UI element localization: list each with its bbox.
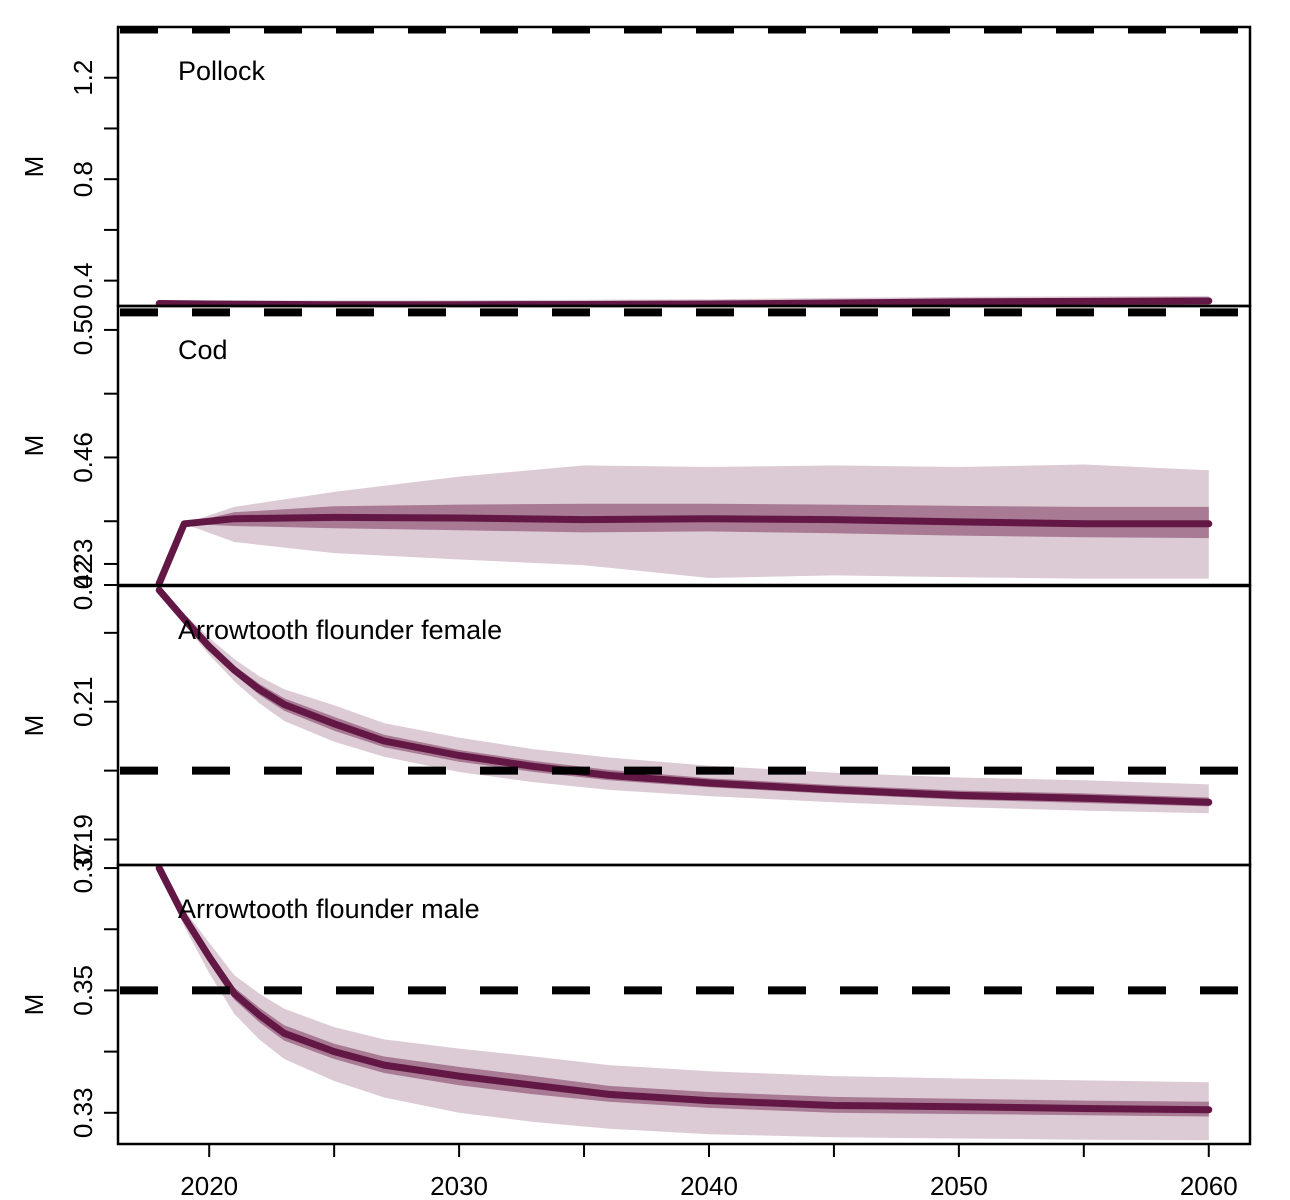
- median-line: [155, 297, 1213, 306]
- y-tick-label: 0.37: [68, 843, 98, 894]
- median-line: [155, 586, 1213, 806]
- y-tick-label: 0.8: [68, 161, 98, 197]
- y-tick-label: 0.35: [68, 965, 98, 1016]
- x-tick-label: 2020: [180, 1171, 238, 1200]
- panels-layer: 0.4 0.8 1.2 M Pollock 0.42 0.46 0.50 M Cod 0.19 0.2…: [19, 25, 1252, 1146]
- panel-frame: [116, 863, 1252, 1146]
- inner-interval-band: [159, 590, 1209, 807]
- panel-label: Arrowtooth flounder male: [178, 894, 480, 924]
- y-axis-title: M: [19, 715, 49, 737]
- panel-3: 0.19 0.21 0.23 M Arrowtooth flounder female: [19, 539, 1252, 867]
- y-tick-label: 0.46: [68, 432, 98, 483]
- panel-frame: [116, 25, 1252, 308]
- x-tick-label: 2050: [930, 1171, 988, 1200]
- y-axis-title: M: [19, 435, 49, 457]
- median-line: [155, 513, 1213, 585]
- panel-label: Pollock: [178, 56, 266, 86]
- x-tick-label: 2040: [680, 1171, 738, 1200]
- panel-label: Cod: [178, 335, 228, 365]
- panel-2: 0.42 0.46 0.50 M Cod: [19, 305, 1252, 611]
- plot-area: [118, 308, 1250, 585]
- x-tick-label: 2030: [430, 1171, 488, 1200]
- y-tick-label: 0.42: [68, 560, 98, 611]
- panel-label: Arrowtooth flounder female: [178, 615, 502, 645]
- y-axis-title: M: [19, 994, 49, 1016]
- y-tick-label: 0.21: [68, 676, 98, 727]
- plot-area: [118, 865, 1250, 1141]
- y-tick-label: 0.4: [68, 263, 98, 299]
- y-axis-title: M: [19, 156, 49, 178]
- x-tick-label: 2060: [1180, 1171, 1238, 1200]
- outer-interval-band: [159, 590, 1209, 814]
- panel-1: 0.4 0.8 1.2 M Pollock: [19, 25, 1252, 308]
- y-tick-label: 0.33: [68, 1087, 98, 1138]
- y-tick-label: 0.23: [68, 539, 98, 590]
- plot-area: [118, 27, 1250, 306]
- panel-4: 0.33 0.35 0.37 M Arrowtooth flounder male: [19, 843, 1252, 1146]
- median-line: [155, 865, 1213, 1114]
- y-tick-label: 0.50: [68, 305, 98, 356]
- x-axis: 2020 2030 2040 2050 2060: [180, 1143, 1238, 1200]
- plot-area: [118, 586, 1250, 814]
- y-tick-label: 1.2: [68, 60, 98, 96]
- y-tick-label: 0.19: [68, 814, 98, 865]
